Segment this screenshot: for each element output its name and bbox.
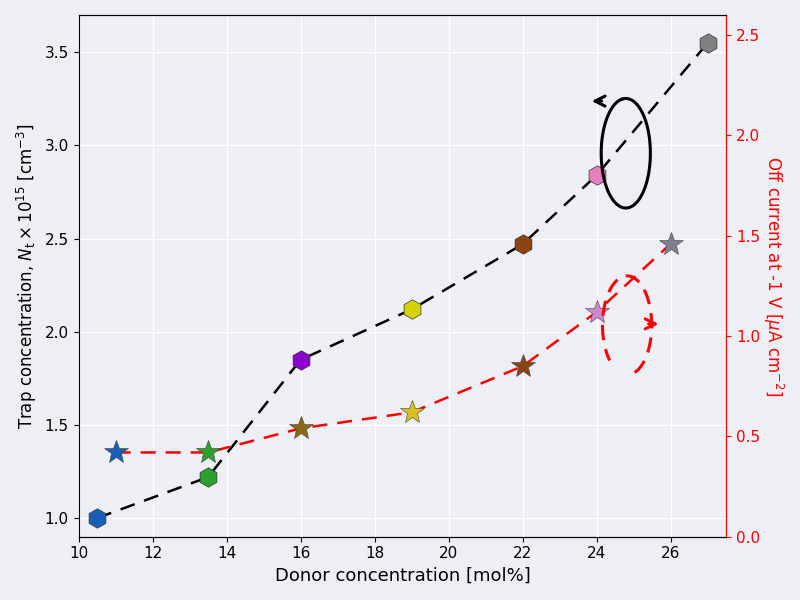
- Y-axis label: Trap concentration, $N_{\mathrm{t}} \times 10^{15}$ [cm$^{-3}$]: Trap concentration, $N_{\mathrm{t}} \tim…: [15, 123, 39, 428]
- X-axis label: Donor concentration [mol%]: Donor concentration [mol%]: [274, 567, 530, 585]
- Y-axis label: Off current at -1 V [$\mu$A cm$^{-2}$]: Off current at -1 V [$\mu$A cm$^{-2}$]: [761, 155, 785, 396]
